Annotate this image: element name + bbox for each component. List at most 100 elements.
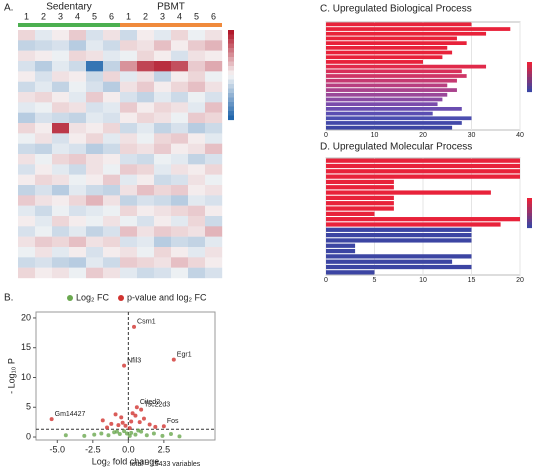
heat-cell bbox=[69, 174, 87, 186]
legend-swatch bbox=[118, 295, 125, 301]
heat-cell bbox=[103, 40, 121, 51]
bar bbox=[326, 238, 472, 243]
gene-label: Fos bbox=[167, 418, 179, 425]
heat-cell bbox=[52, 92, 70, 103]
heat-cell bbox=[69, 50, 87, 62]
bar bbox=[326, 227, 472, 232]
colorbar-step bbox=[228, 106, 234, 112]
y-tick-label: 20 bbox=[21, 312, 31, 322]
bar bbox=[326, 243, 356, 248]
bar bbox=[326, 36, 457, 41]
heat-cell bbox=[69, 154, 87, 165]
heat-cell bbox=[18, 247, 36, 258]
heat-cell bbox=[69, 205, 87, 217]
bar bbox=[326, 232, 472, 238]
heat-cell bbox=[205, 205, 223, 217]
heat-cell bbox=[103, 267, 121, 279]
heat-cell bbox=[171, 40, 189, 51]
point bbox=[127, 433, 132, 438]
colorbar-step bbox=[228, 57, 234, 62]
heat-cell bbox=[205, 30, 223, 41]
heat-cell bbox=[35, 185, 53, 196]
heat-cell bbox=[35, 195, 53, 206]
legend-gradient bbox=[527, 89, 532, 93]
y-tick-label: 5 bbox=[26, 402, 31, 412]
heat-cell bbox=[171, 185, 189, 196]
heat-cell bbox=[154, 205, 172, 217]
heat-cell bbox=[205, 164, 223, 175]
heat-cell bbox=[188, 247, 206, 258]
bar bbox=[326, 259, 453, 264]
heat-cell bbox=[154, 154, 172, 165]
heat-cell bbox=[35, 216, 53, 227]
point bbox=[106, 433, 111, 438]
heat-cell bbox=[18, 40, 36, 51]
heat-cell bbox=[137, 236, 155, 248]
heat-cell bbox=[188, 174, 206, 186]
heat-cell bbox=[52, 154, 70, 165]
heat-cell bbox=[188, 226, 206, 237]
heat-cell bbox=[188, 185, 206, 196]
gene-label: Gm14427 bbox=[55, 411, 86, 418]
column-label: 2 bbox=[41, 11, 46, 21]
footnote: total = 15433 variables bbox=[130, 461, 201, 468]
heat-cell bbox=[69, 61, 87, 72]
point bbox=[177, 434, 182, 439]
point bbox=[129, 419, 134, 424]
heat-cell bbox=[103, 81, 121, 93]
heat-cell bbox=[171, 61, 189, 72]
heat-cell bbox=[171, 143, 189, 155]
heat-cell bbox=[205, 185, 223, 196]
heat-cell bbox=[35, 112, 53, 124]
y-tick-label: 15 bbox=[21, 342, 31, 352]
heat-cell bbox=[86, 30, 104, 41]
heat-cell bbox=[35, 247, 53, 258]
heat-cell bbox=[171, 195, 189, 206]
heat-cell bbox=[103, 30, 121, 41]
heat-cell bbox=[205, 267, 223, 279]
bar bbox=[326, 121, 462, 125]
point bbox=[100, 418, 105, 423]
heat-cell bbox=[154, 267, 172, 279]
plot-frame bbox=[35, 311, 216, 441]
heat-cell bbox=[35, 123, 53, 134]
heat-cell bbox=[103, 164, 121, 175]
bar bbox=[326, 45, 448, 50]
heat-cell bbox=[35, 50, 53, 62]
heat-cell bbox=[120, 257, 138, 268]
heat-cell bbox=[52, 267, 70, 279]
x-tick-label: -5.0 bbox=[50, 444, 66, 454]
heat-cell bbox=[86, 81, 104, 93]
heat-cell bbox=[86, 247, 104, 258]
point bbox=[153, 424, 158, 429]
heat-cell bbox=[35, 81, 53, 93]
gene-label: Egr1 bbox=[177, 351, 192, 358]
heat-cell bbox=[171, 30, 189, 41]
heat-cell bbox=[103, 112, 121, 124]
bar bbox=[326, 97, 443, 102]
heat-cell bbox=[137, 133, 155, 144]
heat-cell bbox=[171, 257, 189, 268]
heat-cell bbox=[103, 236, 121, 248]
heat-cell bbox=[205, 102, 223, 113]
heat-cell bbox=[69, 247, 87, 258]
heat-cell bbox=[154, 174, 172, 186]
bar bbox=[326, 264, 472, 270]
bar bbox=[326, 22, 472, 27]
point bbox=[122, 363, 127, 368]
heat-cell bbox=[120, 174, 138, 186]
bar bbox=[326, 248, 356, 254]
heat-cell bbox=[120, 185, 138, 196]
heat-cell bbox=[154, 50, 172, 62]
x-tick-label: 0 bbox=[324, 132, 328, 139]
x-tick-label: 20 bbox=[516, 277, 524, 284]
point bbox=[136, 428, 141, 433]
heat-cell bbox=[18, 81, 36, 93]
bar bbox=[326, 50, 453, 55]
heat-cell bbox=[137, 102, 155, 113]
heat-cell bbox=[103, 247, 121, 258]
point bbox=[171, 357, 176, 362]
group-bar bbox=[120, 23, 222, 27]
column-label: 3 bbox=[160, 11, 165, 21]
column-label: 4 bbox=[177, 11, 182, 21]
